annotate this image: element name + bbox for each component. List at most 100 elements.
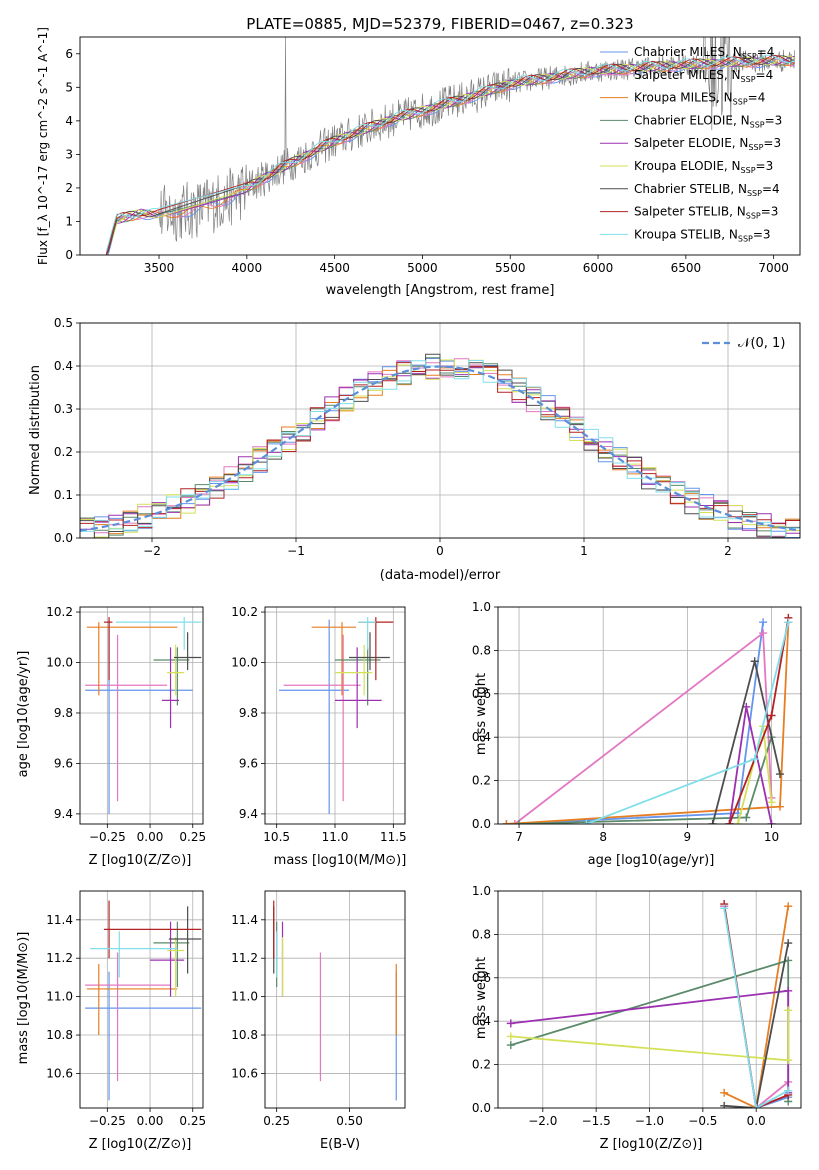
y-tick-label: 1 <box>65 214 73 228</box>
axes-frame <box>497 606 802 825</box>
legend-entry: Kroupa STELIB, NSSP=3 <box>634 227 771 243</box>
y-tick-label: 11.0 <box>231 990 258 1004</box>
x-tick-label: 4500 <box>319 261 350 275</box>
weight-marker <box>759 629 768 638</box>
weight-marker <box>725 820 734 824</box>
weight-marker <box>582 820 591 824</box>
y-tick-label: 0.0 <box>472 817 491 831</box>
weight-marker <box>767 798 776 807</box>
spectrum-panel: 3500 4000 4500 5000 5500 6000 6500 7000 0 1 2 3 4 5 6 C… <box>65 36 801 275</box>
y-tick-label: 10.6 <box>46 1066 73 1080</box>
x-tick-label: 1 <box>580 544 588 558</box>
y-tick-label: 2 <box>65 181 73 195</box>
figure-title: PLATE=0885, MJD=52379, FIBERID=0467, z=0… <box>246 15 633 33</box>
plot-area <box>85 617 202 814</box>
axes-frame <box>264 890 406 1109</box>
model-spectrum <box>105 55 795 255</box>
model-spectrum <box>105 55 795 255</box>
y-tick-label: 9.6 <box>54 756 73 770</box>
axes-frame <box>79 36 801 256</box>
hist-ylabel: Normed distribution <box>28 365 43 495</box>
y-tick-label: 11.4 <box>46 913 73 927</box>
y-tick-label: 0.1 <box>54 488 73 502</box>
x-tick-label: 0 <box>436 544 444 558</box>
weight-marker <box>767 820 776 824</box>
x-tick-label: 10 <box>764 830 779 844</box>
y-tick-label: 0.4 <box>472 1014 491 1028</box>
model-spectrum <box>105 55 795 255</box>
observed-spectrum <box>105 37 796 255</box>
x-tick-label: 7 <box>515 830 523 844</box>
x-tick-label: 5000 <box>407 261 438 275</box>
weight-marker <box>775 802 784 811</box>
plot-area <box>502 613 793 824</box>
x-tick-label: 4000 <box>232 261 263 275</box>
weight-marker <box>515 820 524 824</box>
weight-marker <box>506 1019 515 1028</box>
legend-entry: Chabrier STELIB, NSSP=4 <box>634 182 780 198</box>
mw-z-ylabel: mass weight <box>474 957 489 1039</box>
weight-marker <box>775 770 784 779</box>
y-tick-label: 1.0 <box>472 884 491 898</box>
age-z-xlabel: Z [log10(Z/Z⊙)] <box>89 853 192 868</box>
x-tick-label: 10.5 <box>263 830 290 844</box>
weight-series <box>723 906 790 1108</box>
axes-frame <box>79 322 801 539</box>
x-tick-label: 11.0 <box>322 830 349 844</box>
mw-age-xlabel: age [log10(age/yr)] <box>588 853 715 868</box>
x-tick-label: 0.00 <box>137 830 164 844</box>
weight-marker <box>784 986 793 995</box>
y-tick-label: 11.0 <box>46 990 73 1004</box>
y-tick-label: 0.8 <box>472 927 491 941</box>
x-tick-label: 6000 <box>583 261 614 275</box>
weight-marker <box>502 820 511 824</box>
weight-marker <box>784 1006 793 1015</box>
residual-histogram-panel: −2 −1 0 1 2 0.0 0.1 0.2 0.3 0.4 0.5 𝒩(0, 1) <box>54 316 801 558</box>
plot-area <box>506 900 793 1108</box>
y-tick-label: 11.4 <box>231 913 258 927</box>
plot-area <box>273 900 397 1101</box>
x-tick-label: 0.50 <box>336 1114 363 1128</box>
y-tick-label: 0.4 <box>472 730 491 744</box>
x-tick-label: −2 <box>143 544 161 558</box>
axes-frame <box>79 606 204 825</box>
x-tick-label: 9 <box>684 830 692 844</box>
x-tick-label: 3500 <box>144 261 175 275</box>
mass-z-ylabel: mass [log10(M/M⊙)] <box>16 932 31 1065</box>
grid <box>498 890 801 1109</box>
plot-area <box>279 617 394 814</box>
x-tick-label: 2 <box>724 544 732 558</box>
weight-marker <box>750 754 759 763</box>
y-tick-label: 9.4 <box>239 807 258 821</box>
plot-area <box>80 353 800 538</box>
y-tick-label: 11.2 <box>46 951 73 965</box>
y-tick-label: 6 <box>65 47 73 61</box>
grid <box>80 607 203 824</box>
axes-frame <box>497 890 802 1109</box>
grid <box>80 891 203 1108</box>
age-mass-xlabel: mass [log10(M/M⊙)] <box>274 853 407 868</box>
y-tick-label: 5 <box>65 80 73 94</box>
model-spectrum <box>105 56 795 253</box>
y-tick-label: 9.8 <box>54 706 73 720</box>
y-tick-label: 0.0 <box>472 1101 491 1115</box>
mass-z-xlabel: Z [log10(Z/Z⊙)] <box>89 1137 192 1152</box>
histogram-series <box>80 362 800 529</box>
y-tick-label: 10.6 <box>231 1066 258 1080</box>
weight-marker <box>784 939 793 948</box>
weight-series <box>723 908 789 1108</box>
age-z-ylabel: age [log10(age/yr)] <box>16 651 31 778</box>
y-tick-label: 0.6 <box>472 971 491 985</box>
y-tick-label: 10.2 <box>46 605 73 619</box>
x-tick-label: 0.0 <box>747 1114 766 1128</box>
weight-marker <box>742 813 751 822</box>
y-tick-label: 0.3 <box>54 402 73 416</box>
normal-curve <box>80 365 800 532</box>
x-tick-label: 7000 <box>758 261 789 275</box>
mw-z-xlabel: Z [log10(Z/Z⊙)] <box>600 1137 703 1152</box>
x-tick-label: 0.25 <box>263 1114 290 1128</box>
axes-frame <box>79 890 204 1109</box>
y-tick-label: 0.8 <box>472 643 491 657</box>
hist-xlabel: (data-model)/error <box>380 568 501 583</box>
y-tick-label: 9.6 <box>239 756 258 770</box>
